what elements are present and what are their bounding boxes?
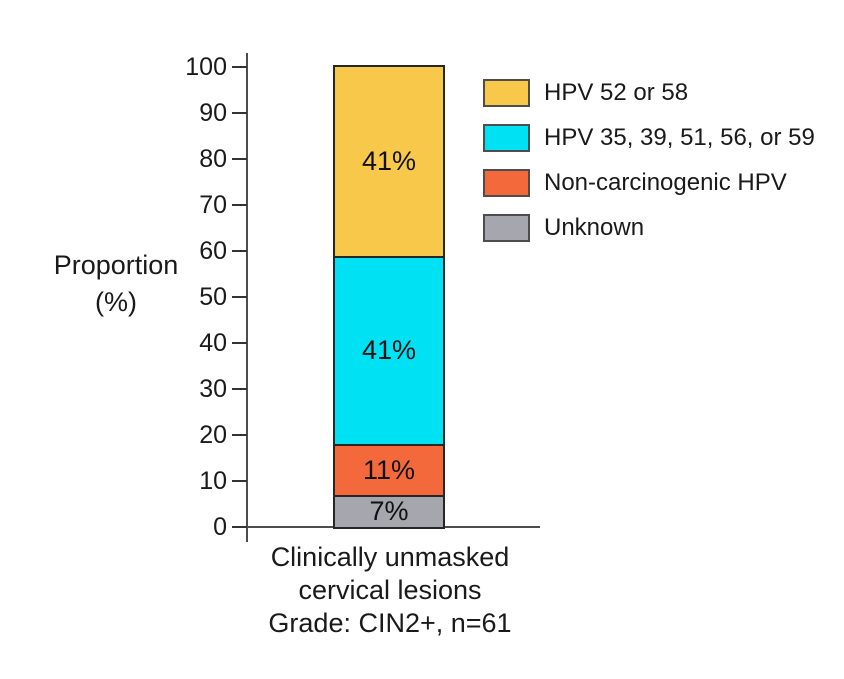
legend-label-non-carcinogenic-hpv: Non-carcinogenic HPV xyxy=(544,169,787,196)
bar-segment-label: 41% xyxy=(361,335,417,366)
legend-row-hpv-52-or-58: HPV 52 or 58 xyxy=(483,79,815,107)
y-tick-mark-60 xyxy=(232,250,247,252)
bar-segment-label: 11% xyxy=(362,454,416,485)
y-tick-label-90: 90 xyxy=(199,99,227,127)
y-tick-label-50: 50 xyxy=(199,283,227,311)
legend-swatch-non-carcinogenic-hpv xyxy=(483,169,530,197)
legend-label-hpv-35-39-51-56-or-59: HPV 35, 39, 51, 56, or 59 xyxy=(544,124,815,151)
legend-swatch-hpv-52-or-58 xyxy=(483,79,530,107)
y-tick-mark-100 xyxy=(232,66,247,68)
y-axis-title: Proportion (%) xyxy=(36,247,196,321)
y-tick-mark-80 xyxy=(232,158,247,160)
bar-segment-unknown: 7% xyxy=(335,494,443,527)
y-tick-label-40: 40 xyxy=(199,329,227,357)
bar-segment-hpv-52-or-58: 41% xyxy=(335,67,443,256)
y-axis-title-line1: Proportion xyxy=(53,250,179,280)
legend-row-non-carcinogenic-hpv: Non-carcinogenic HPV xyxy=(483,169,815,197)
legend-label-hpv-52-or-58: HPV 52 or 58 xyxy=(544,79,689,106)
y-tick-label-20: 20 xyxy=(199,421,227,449)
y-tick-mark-0 xyxy=(232,526,247,528)
category-label-line3: Grade: CIN2+, n=61 xyxy=(268,608,512,638)
y-axis-title-line2: (%) xyxy=(95,287,137,317)
legend-row-hpv-35-39-51-56-or-59: HPV 35, 39, 51, 56, or 59 xyxy=(483,124,815,152)
bar-segment-label: 41% xyxy=(361,145,417,176)
bar-segment-label: 7% xyxy=(369,496,409,527)
y-tick-label-100: 100 xyxy=(185,53,227,81)
y-tick-mark-30 xyxy=(232,388,247,390)
x-axis-category-label: Clinically unmasked cervical lesions Gra… xyxy=(238,541,542,640)
y-tick-mark-70 xyxy=(232,204,247,206)
legend-label-unknown: Unknown xyxy=(544,214,645,241)
y-tick-label-80: 80 xyxy=(199,145,227,173)
bar-segment-hpv-35-39-51-56-or-59: 41% xyxy=(335,255,443,445)
category-label-line1: Clinically unmasked xyxy=(270,542,510,572)
legend: HPV 52 or 58 HPV 35, 39, 51, 56, or 59 Non… xyxy=(483,79,815,259)
y-axis-line xyxy=(246,53,248,542)
y-tick-mark-10 xyxy=(232,480,247,482)
y-tick-mark-20 xyxy=(232,434,247,436)
category-label-line2: cervical lesions xyxy=(298,575,482,605)
stacked-bar: 41% 41% 11% 7% xyxy=(333,65,445,529)
legend-row-unknown: Unknown xyxy=(483,214,815,242)
legend-swatch-hpv-35-39-51-56-or-59 xyxy=(483,124,530,152)
y-tick-label-60: 60 xyxy=(199,237,227,265)
y-tick-mark-50 xyxy=(232,296,247,298)
y-tick-label-10: 10 xyxy=(199,467,227,495)
y-tick-mark-40 xyxy=(232,342,247,344)
bar-segment-non-carcinogenic-hpv: 11% xyxy=(335,444,443,495)
y-tick-label-0: 0 xyxy=(213,513,227,541)
y-tick-mark-90 xyxy=(232,112,247,114)
y-tick-label-30: 30 xyxy=(199,375,227,403)
y-tick-label-70: 70 xyxy=(199,191,227,219)
legend-swatch-unknown xyxy=(483,214,530,242)
